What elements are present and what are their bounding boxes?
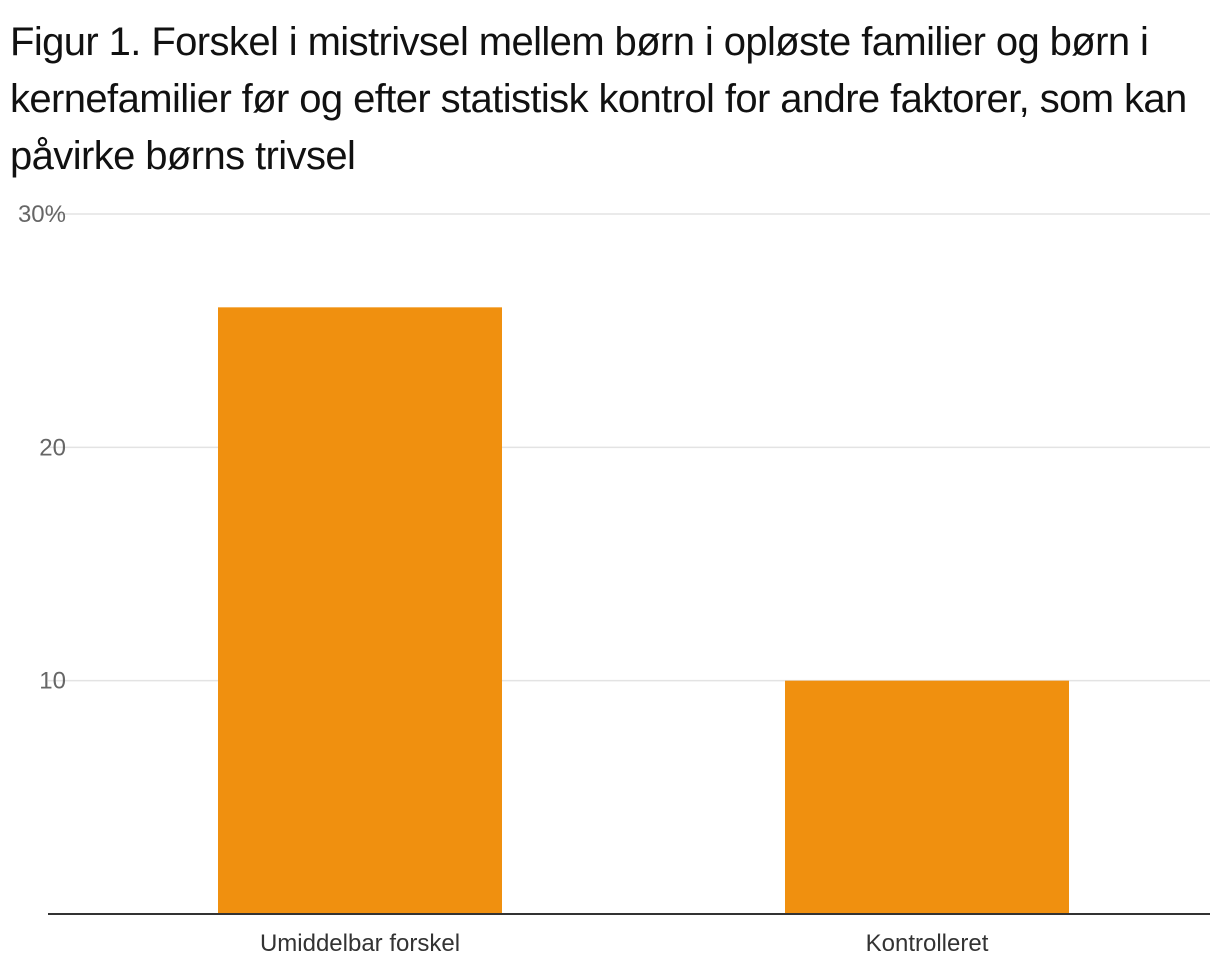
x-category-label: Umiddelbar forskel xyxy=(260,930,460,957)
x-category-label: Kontrolleret xyxy=(866,930,989,957)
bar xyxy=(785,680,1069,914)
y-tick-label: 30% xyxy=(18,201,66,228)
x-axis-category-labels: Umiddelbar forskel Kontrolleret xyxy=(260,930,989,957)
bars xyxy=(218,307,1069,914)
y-axis-tick-labels: 10 20 30% xyxy=(18,201,66,695)
y-tick-label: 20 xyxy=(39,434,66,461)
y-tick-label: 10 xyxy=(39,668,66,695)
bar xyxy=(218,307,502,914)
chart-title: Figur 1. Forskel i mistrivsel mellem bør… xyxy=(10,20,1187,178)
